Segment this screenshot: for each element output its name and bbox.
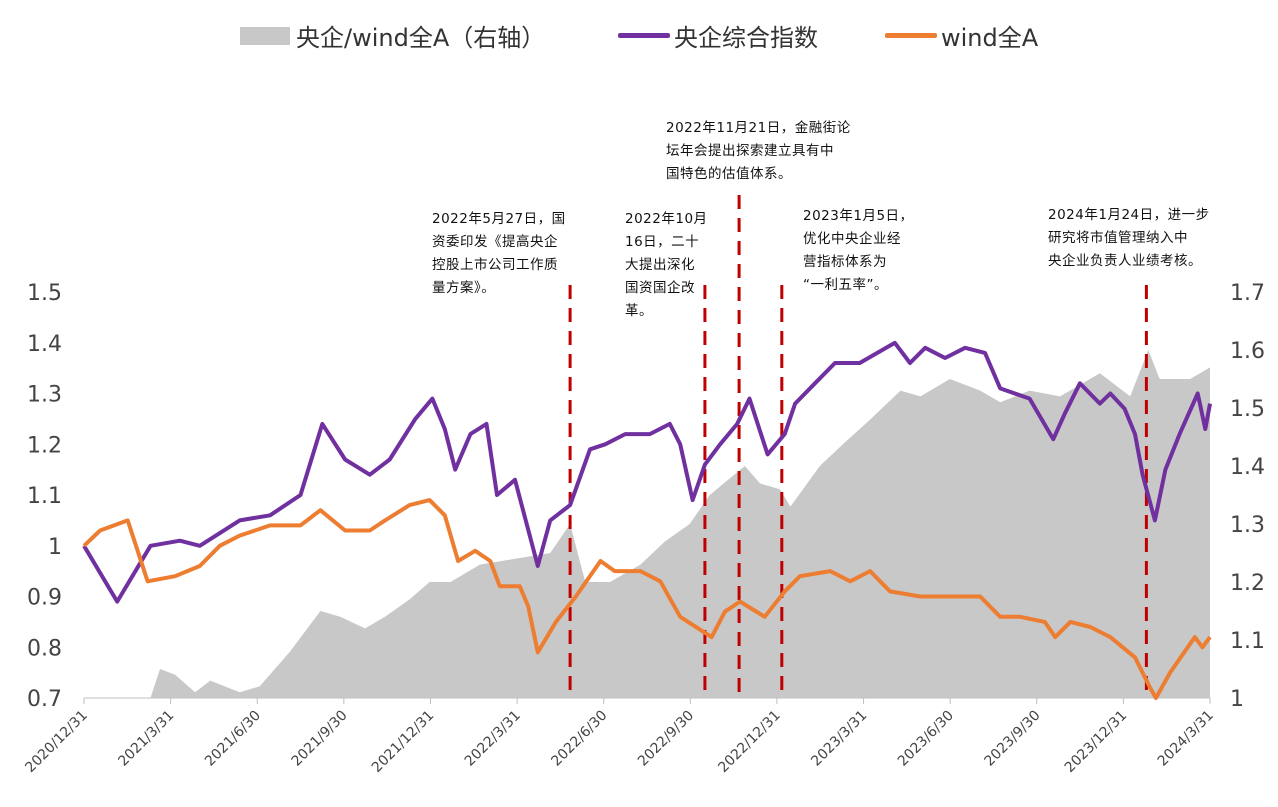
- y-right-tick-label: 1.5: [1230, 397, 1265, 422]
- annotation-line: 国资国企改: [625, 280, 695, 296]
- legend-swatch-area: [240, 26, 290, 45]
- annotation-2022-10-16: 2022年10月 16日，二十 大提出深化 国资国企改 革。: [625, 208, 708, 323]
- x-tick-label: 2022/3/31: [462, 708, 524, 770]
- y-left-tick-label: 1.3: [27, 383, 62, 408]
- annotation-line: 大提出深化: [625, 257, 695, 273]
- annotation-line: 营指标体系为: [803, 254, 887, 270]
- annotation-line: “一利五率”。: [803, 277, 888, 293]
- legend: 央企/wind全A（右轴） 央企综合指数 wind全A: [0, 18, 1278, 52]
- y-left-tick-label: 1.5: [27, 281, 62, 306]
- legend-swatch-line: [885, 33, 937, 38]
- annotation-line: 坛年会提出探索建立具有中: [666, 143, 834, 159]
- y-right-tick-label: 1.6: [1230, 339, 1265, 364]
- x-tick-label: 2021/3/31: [115, 708, 177, 770]
- y-left-tick-label: 0.9: [27, 586, 62, 611]
- x-tick-label: 2022/12/31: [715, 708, 783, 776]
- x-tick-label: 2022/6/30: [548, 708, 610, 770]
- y-left-tick-label: 1.4: [27, 332, 62, 357]
- annotation-line: 2022年5月27日，国: [432, 211, 566, 227]
- x-tick-label: 2023/3/31: [808, 708, 870, 770]
- annotation-2023-01-05: 2023年1月5日， 优化中央企业经 营指标体系为 “一利五率”。: [803, 205, 914, 297]
- y-right-tick-label: 1.1: [1230, 629, 1265, 654]
- legend-label: wind全A: [941, 24, 1039, 52]
- annotation-line: 16日，二十: [625, 234, 700, 250]
- legend-label: 央企/wind全A（右轴）: [296, 24, 546, 52]
- y-left-tick-label: 1.1: [27, 484, 62, 509]
- series-line-wind-a: [82, 498, 1212, 700]
- y-right-tick-label: 1: [1230, 687, 1244, 712]
- annotation-line: 2023年1月5日，: [803, 208, 914, 224]
- annotation-line: 优化中央企业经: [803, 231, 901, 247]
- legend-label: 央企综合指数: [674, 24, 818, 52]
- y-left-tick-label: 0.8: [27, 636, 62, 661]
- annotation-2024-01-24: 2024年1月24日，进一步 研究将市值管理纳入中 央企业负责人业绩考核。: [1048, 204, 1210, 273]
- annotation-line: 2024年1月24日，进一步: [1048, 207, 1210, 223]
- annotation-line: 2022年11月21日，金融街论: [666, 120, 851, 136]
- y-right-tick-label: 1.7: [1230, 281, 1265, 306]
- annotation-line: 量方案》。: [432, 280, 496, 296]
- y-left-tick-label: 1: [48, 535, 62, 560]
- x-tick-label: 2020/12/31: [22, 708, 90, 776]
- x-tick-label: 2021/12/31: [369, 708, 437, 776]
- annotation-line: 2022年10月: [625, 211, 708, 227]
- annotation-2022-11-21: 2022年11月21日，金融街论 坛年会提出探索建立具有中 国特色的估值体系。: [666, 117, 851, 186]
- annotation-line: 控股上市公司工作质: [432, 257, 558, 273]
- y-left-tick-label: 0.7: [27, 687, 62, 712]
- annotation-line: 央企业负责人业绩考核。: [1048, 253, 1202, 269]
- y-right-tick-label: 1.4: [1230, 455, 1265, 480]
- x-tick-label: 2024/3/31: [1155, 708, 1217, 770]
- annotation-line: 革。: [625, 303, 653, 319]
- annotation-2022-05-27: 2022年5月27日，国 资委印发《提高央企 控股上市公司工作质 量方案》。: [432, 208, 566, 300]
- y-left-tick-label: 1.2: [27, 433, 62, 458]
- annotation-line: 研究将市值管理纳入中: [1048, 230, 1188, 246]
- annotation-line: 资委印发《提高央企: [432, 234, 558, 250]
- x-tick-label: 2022/9/30: [635, 708, 697, 770]
- x-tick-label: 2023/9/30: [982, 708, 1044, 770]
- legend-swatch-line: [618, 33, 670, 38]
- x-tick-label: 2023/12/31: [1062, 708, 1130, 776]
- x-tick-label: 2021/6/30: [202, 708, 264, 770]
- legend-item-ratio: 央企/wind全A（右轴）: [240, 18, 545, 53]
- series-line-soe-index: [82, 340, 1212, 604]
- y-right-tick-label: 1.2: [1230, 571, 1265, 596]
- legend-item-soe-index: 央企综合指数: [618, 18, 818, 53]
- x-tick-label: 2021/9/30: [289, 708, 351, 770]
- y-right-tick-label: 1.3: [1230, 513, 1265, 538]
- legend-item-wind-a: wind全A: [885, 18, 1038, 53]
- series-area-ratio: [84, 350, 1210, 698]
- x-tick-label: 2023/6/30: [895, 708, 957, 770]
- annotation-line: 国特色的估值体系。: [666, 166, 792, 182]
